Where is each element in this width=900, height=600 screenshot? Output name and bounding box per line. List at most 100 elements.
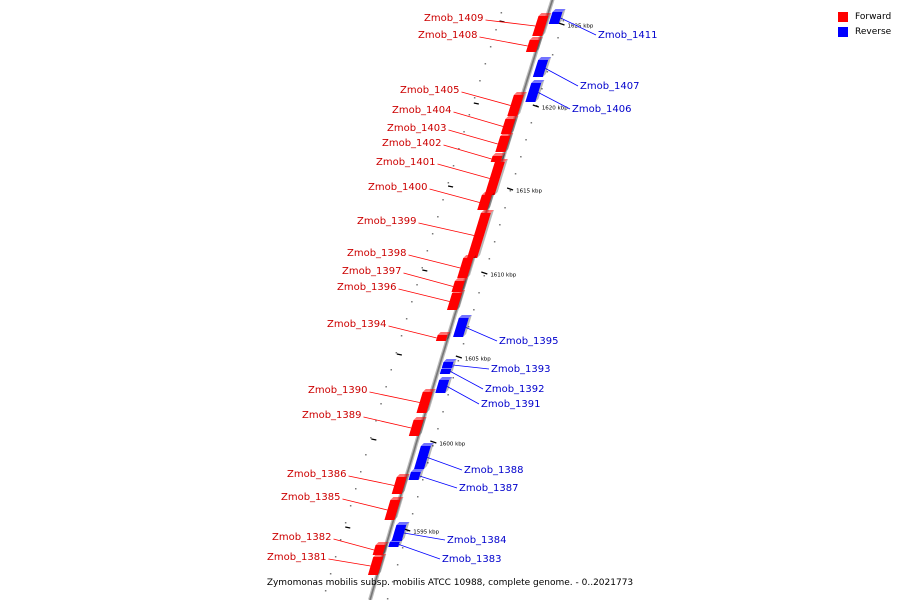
gene-body <box>435 335 448 341</box>
gene-top-face <box>396 474 410 477</box>
scale-dot <box>442 411 444 413</box>
scale-dot <box>386 598 389 600</box>
gene-body <box>457 258 474 278</box>
scale-dot <box>375 420 377 422</box>
gene-side-face <box>542 13 552 36</box>
gene-feature <box>548 9 566 24</box>
gene-feature <box>439 366 455 374</box>
gene-top-face <box>492 153 506 156</box>
scale-dots <box>324 12 565 600</box>
leader-line <box>437 163 490 179</box>
kbp-tick-label: 1610 kbp <box>490 273 516 279</box>
gene-top-face <box>500 133 514 136</box>
gene-side-face <box>377 554 387 575</box>
gene-top-face <box>552 9 566 12</box>
leader-line <box>461 91 511 106</box>
scale-dot <box>360 471 362 473</box>
scale-dot <box>442 199 444 201</box>
scale-dot <box>416 284 418 286</box>
gene-body <box>532 16 549 36</box>
gene-label-reverse: Zmob_1387 <box>459 483 519 494</box>
gene-side-face <box>394 497 404 520</box>
scale-dot <box>447 394 449 396</box>
kbp-tick-mark <box>455 355 463 359</box>
gene-top-face <box>531 80 545 83</box>
scale-dot <box>493 241 496 243</box>
gene-label-reverse: Zmob_1395 <box>499 336 559 347</box>
gene-body <box>451 281 465 292</box>
gene-feature <box>435 377 453 393</box>
forward-swatch <box>838 11 848 22</box>
scale-dot <box>458 148 460 150</box>
scale-dot <box>551 54 554 56</box>
gene-feature <box>414 443 434 469</box>
scale-dot <box>385 386 387 388</box>
gene-feature <box>453 315 472 337</box>
gene-top-face <box>505 116 519 119</box>
gene-top-face <box>441 366 455 369</box>
gene-body <box>388 542 400 547</box>
gene-label-reverse: Zmob_1393 <box>491 364 551 375</box>
gene-top-face <box>529 37 543 40</box>
scale-dot <box>400 335 403 337</box>
scale-dot <box>468 114 471 116</box>
kbp-tick-label: 1625 kbp <box>568 24 594 30</box>
gene-label-forward: Zmob_1399 <box>357 216 417 227</box>
gene-side-face <box>535 80 545 102</box>
genome-caption: Zymomonas mobilis subsp. mobilis ATCC 10… <box>266 578 634 588</box>
scale-dot <box>426 250 429 252</box>
scale-dot <box>395 352 398 354</box>
gene-body <box>453 318 469 337</box>
kbp-tick-mark <box>473 102 479 105</box>
scale-dot <box>546 71 549 73</box>
gene-feature <box>525 37 543 52</box>
leader-line <box>363 416 412 429</box>
gene-side-face <box>418 417 427 436</box>
gene-feature <box>388 539 403 547</box>
gene-body <box>548 12 563 24</box>
scale-dot <box>462 343 465 345</box>
leader-line <box>369 391 420 403</box>
gene-side-face <box>463 315 472 337</box>
kbp-tick-label: 1620 kbp <box>542 106 568 112</box>
gene-body <box>467 213 491 258</box>
scale-dot <box>483 275 485 277</box>
gene-body <box>446 293 463 310</box>
kbp-tick-label: 1595 kbp <box>413 530 439 536</box>
kbp-tick-label: 1600 kbp <box>439 442 465 448</box>
scale-dot <box>499 224 501 226</box>
gene-side-face <box>558 9 566 24</box>
label-leaders <box>328 17 597 567</box>
gene-top-face <box>538 13 552 16</box>
scale-dot <box>437 428 439 430</box>
gene-side-face <box>445 332 451 341</box>
gene-label-forward: Zmob_1403 <box>387 123 447 134</box>
gene-top-face <box>420 443 434 446</box>
scale-dot <box>484 63 487 65</box>
gene-feature <box>435 332 451 341</box>
gene-side-face <box>445 377 453 393</box>
gene-body <box>525 83 542 102</box>
scale-dot <box>344 522 347 524</box>
scale-dot <box>452 165 455 167</box>
gene-feature <box>477 192 495 210</box>
reverse-swatch <box>838 26 848 37</box>
gene-feature <box>367 554 387 575</box>
gene-feature <box>500 116 519 134</box>
scale-dot <box>525 139 527 141</box>
scale-dot <box>504 207 506 209</box>
gene-body <box>507 95 524 116</box>
scale-dot <box>514 173 517 175</box>
gene-side-face <box>535 37 543 52</box>
gene-body <box>391 477 407 494</box>
legend-reverse-label: Reverse <box>855 26 892 37</box>
kbp-tick-mark <box>422 269 428 272</box>
leader-line <box>538 92 571 110</box>
kbp-tick-mark <box>404 528 411 532</box>
scale-dot <box>422 479 424 481</box>
kbp-tick-mark <box>506 187 514 191</box>
scale-dot <box>431 233 434 235</box>
gene-label-reverse: Zmob_1407 <box>580 81 640 92</box>
legend-forward-label: Forward <box>855 11 892 22</box>
